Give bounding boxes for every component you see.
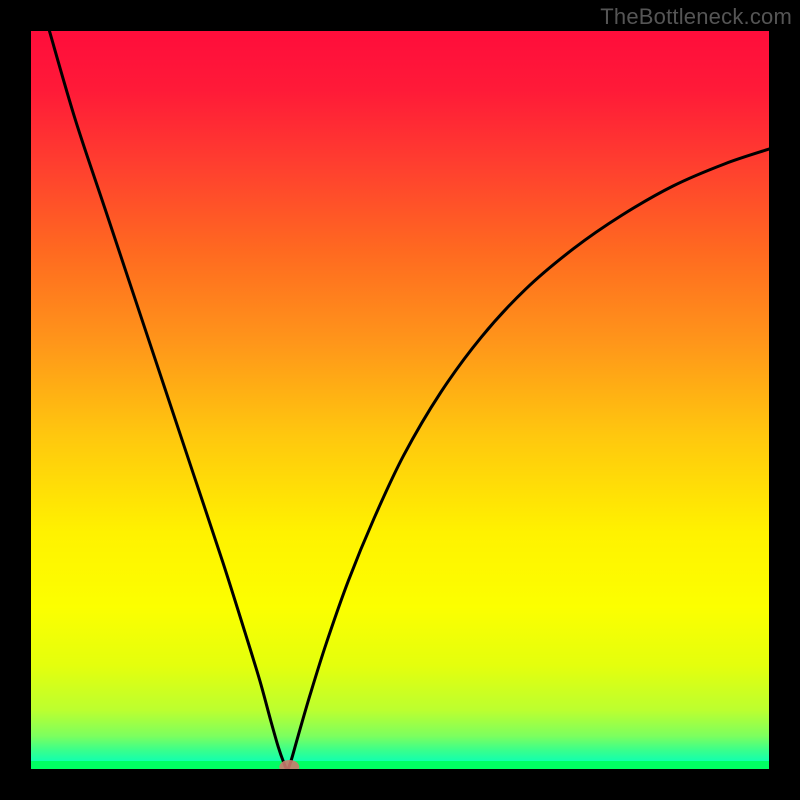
bottom-green-band: [31, 761, 769, 769]
chart-svg: [0, 0, 800, 800]
gradient-background: [31, 31, 769, 769]
chart-container: TheBottleneck.com: [0, 0, 800, 800]
watermark-text: TheBottleneck.com: [600, 4, 792, 30]
